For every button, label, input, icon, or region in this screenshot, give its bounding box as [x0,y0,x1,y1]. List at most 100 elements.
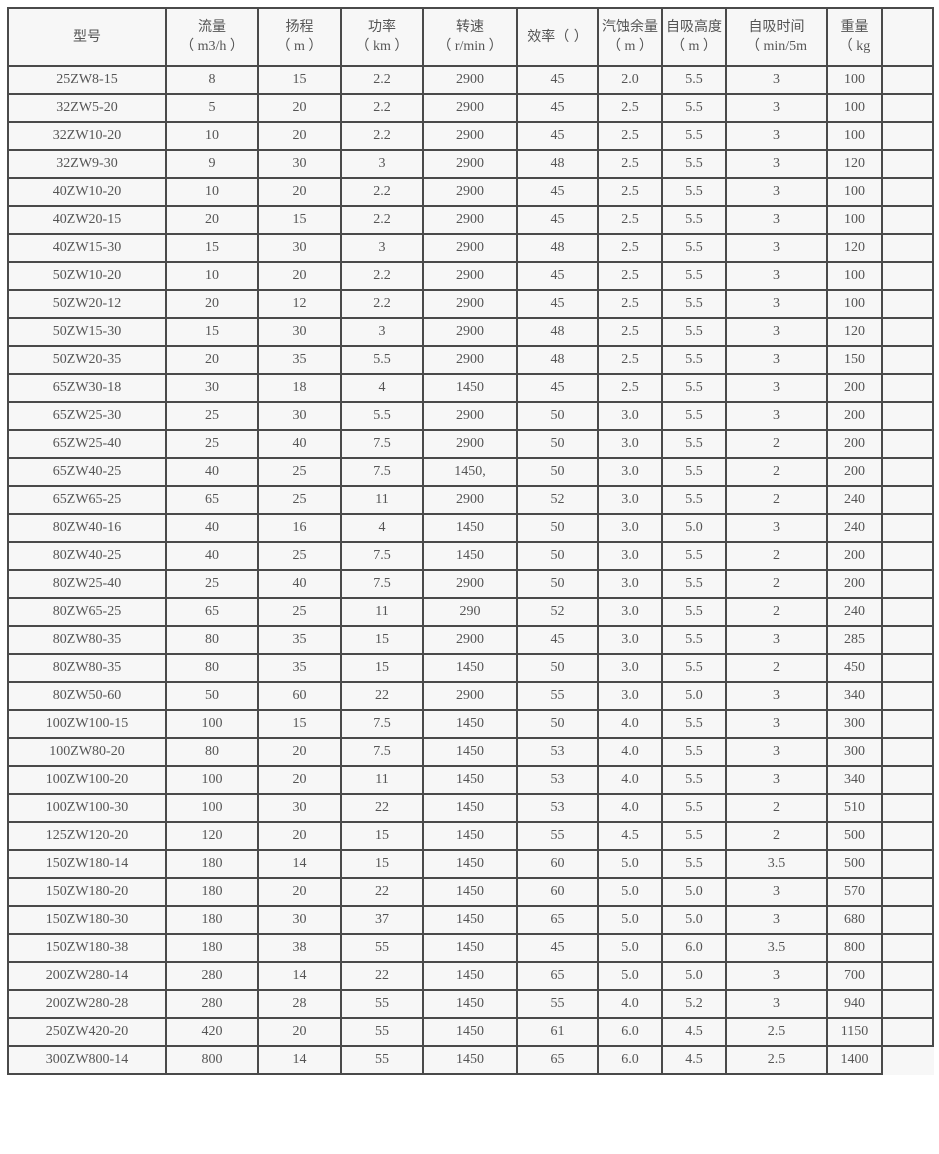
cell-efficiency: 65 [516,961,599,991]
table-row: 250ZW420-20 420 20 55 1450 61 6.0 4.5 2.5 1150 [7,1017,934,1047]
cell-efficiency: 52 [516,485,599,515]
cell-power: 22 [340,961,424,991]
cell-suction-height: 5.5 [661,121,727,151]
cell-speed: 1450 [422,905,518,935]
cell-speed: 1450 [422,989,518,1019]
cell-power: 37 [340,905,424,935]
cell-weight: 120 [826,149,883,179]
table-row: 80ZW40-25 40 25 7.5 1450 50 3.0 5.5 2 200 [7,541,934,571]
cell-priming-time: 3 [725,709,828,739]
cell-head: 18 [257,373,342,403]
cell-suction-height: 5.5 [661,345,727,375]
cell-power: 2.2 [340,121,424,151]
cell-npsh: 6.0 [597,1017,663,1047]
cell-efficiency: 53 [516,765,599,795]
header-priming-time: 自吸时间 （ min/5m [725,7,828,67]
cell-flow: 800 [165,1045,259,1075]
cell-efficiency: 48 [516,233,599,263]
table-row: 65ZW25-30 25 30 5.5 2900 50 3.0 5.5 3 200 [7,401,934,431]
cell-power: 15 [340,821,424,851]
cell-head: 40 [257,569,342,599]
cell-flow: 50 [165,681,259,711]
cell-npsh: 2.5 [597,289,663,319]
cell-efficiency: 60 [516,877,599,907]
cell-speed: 2900 [422,289,518,319]
cell-power: 3 [340,233,424,263]
cell-head: 35 [257,345,342,375]
cell-weight: 300 [826,709,883,739]
header-unit: （ m ） [671,39,717,54]
cell-speed: 1450 [422,373,518,403]
cell-suction-height: 5.5 [661,653,727,683]
cell-head: 25 [257,597,342,627]
cell-speed: 1450 [422,961,518,991]
cell-efficiency: 45 [516,625,599,655]
cell-extra [881,653,934,683]
cell-flow: 180 [165,877,259,907]
cell-suction-height: 6.0 [661,933,727,963]
table-row: 80ZW65-25 65 25 11 290 52 3.0 5.5 2 240 [7,597,934,627]
cell-speed: 1450 [422,933,518,963]
cell-flow: 25 [165,401,259,431]
cell-model: 200ZW280-28 [7,989,167,1019]
cell-power: 11 [340,597,424,627]
cell-efficiency: 55 [516,989,599,1019]
cell-model: 80ZW80-35 [7,625,167,655]
cell-npsh: 2.5 [597,205,663,235]
cell-speed: 1450 [422,541,518,571]
cell-model: 100ZW80-20 [7,737,167,767]
table-row: 80ZW50-60 50 60 22 2900 55 3.0 5.0 3 340 [7,681,934,711]
cell-extra [881,317,934,347]
cell-weight: 200 [826,541,883,571]
cell-head: 20 [257,821,342,851]
cell-speed: 2900 [422,625,518,655]
table-row: 150ZW180-30 180 30 37 1450 65 5.0 5.0 3 680 [7,905,934,935]
cell-efficiency: 45 [516,373,599,403]
table-row: 40ZW15-30 15 30 3 2900 48 2.5 5.5 3 120 [7,233,934,263]
cell-power: 2.2 [340,65,424,95]
cell-suction-height: 4.5 [661,1045,727,1075]
cell-head: 14 [257,961,342,991]
table-row: 125ZW120-20 120 20 15 1450 55 4.5 5.5 2 500 [7,821,934,851]
cell-priming-time: 3 [725,93,828,123]
cell-priming-time: 2.5 [725,1017,828,1047]
cell-priming-time: 2 [725,541,828,571]
cell-model: 65ZW25-40 [7,429,167,459]
cell-model: 250ZW420-20 [7,1017,167,1047]
cell-speed: 2900 [422,569,518,599]
cell-suction-height: 5.0 [661,961,727,991]
cell-flow: 100 [165,709,259,739]
cell-flow: 8 [165,65,259,95]
cell-suction-height: 5.5 [661,625,727,655]
cell-suction-height: 5.5 [661,597,727,627]
cell-extra [881,401,934,431]
cell-npsh: 2.0 [597,65,663,95]
table-row: 32ZW9-30 9 30 3 2900 48 2.5 5.5 3 120 [7,149,934,179]
cell-weight: 285 [826,625,883,655]
cell-npsh: 5.0 [597,905,663,935]
cell-flow: 15 [165,233,259,263]
header-label: 流量 [198,19,226,35]
cell-npsh: 2.5 [597,261,663,291]
cell-power: 15 [340,653,424,683]
cell-model: 25ZW8-15 [7,65,167,95]
table-row: 200ZW280-14 280 14 22 1450 65 5.0 5.0 3 700 [7,961,934,991]
cell-npsh: 4.5 [597,821,663,851]
cell-priming-time: 3 [725,149,828,179]
cell-suction-height: 5.5 [661,149,727,179]
cell-head: 20 [257,877,342,907]
cell-priming-time: 3 [725,681,828,711]
cell-priming-time: 3 [725,877,828,907]
cell-flow: 65 [165,485,259,515]
cell-npsh: 5.0 [597,933,663,963]
cell-speed: 2900 [422,401,518,431]
cell-extra [881,709,934,739]
header-label: 自吸高度 [666,19,722,35]
cell-priming-time: 3 [725,65,828,95]
cell-head: 35 [257,653,342,683]
cell-head: 12 [257,289,342,319]
cell-power: 4 [340,373,424,403]
cell-head: 15 [257,709,342,739]
cell-head: 28 [257,989,342,1019]
cell-extra [881,989,934,1019]
